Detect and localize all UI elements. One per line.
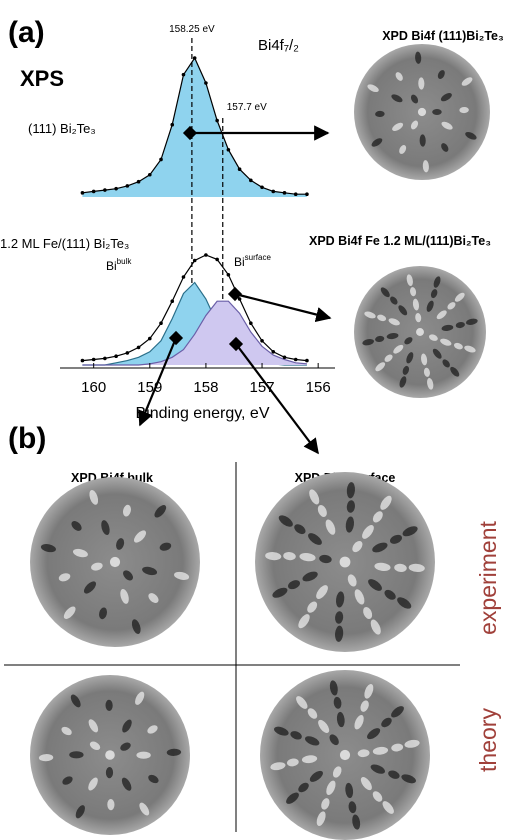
data-point (204, 253, 208, 257)
technique-label: XPS (20, 66, 64, 91)
pattern-center (340, 750, 350, 760)
data-point (238, 167, 242, 171)
x-tick-label: 158 (193, 379, 218, 396)
pattern-center (340, 557, 351, 568)
peak-area (82, 58, 307, 197)
pattern-spot (432, 109, 442, 115)
component-label: Bibulk (106, 257, 132, 273)
data-point (92, 190, 96, 194)
data-point (81, 359, 85, 363)
pattern-center (105, 750, 115, 760)
data-point (215, 119, 219, 123)
panel-label: (a) (8, 16, 45, 49)
xpd-pattern (30, 477, 200, 647)
data-point (170, 123, 174, 127)
xpd-patterns (30, 44, 490, 840)
xpd-pattern (30, 675, 190, 835)
data-point (114, 187, 118, 191)
data-point (305, 359, 309, 363)
label-sup: surface (245, 253, 272, 262)
data-point (271, 350, 275, 354)
x-axis-label: Binding energy, eV (135, 405, 269, 422)
data-point (249, 179, 253, 183)
data-point (294, 192, 298, 196)
data-point (159, 321, 163, 325)
series-label: 1.2 ML Fe/(111) Bi₂Te₃ (0, 236, 129, 251)
xpd-pattern (354, 266, 486, 398)
data-point (238, 297, 242, 301)
label-base: Bi (234, 255, 245, 269)
pattern-center (416, 328, 424, 336)
data-point (137, 180, 141, 184)
data-point (148, 173, 152, 177)
row-title: theory (475, 708, 501, 772)
data-point (283, 191, 287, 195)
data-point (182, 275, 186, 279)
data-point (81, 191, 85, 195)
data-point (193, 259, 197, 263)
image-title: XPD Bi4f Fe 1.2 ML/(111)Bi₂Te₃ (309, 234, 491, 248)
data-point (204, 81, 208, 85)
marker-label: 158.25 eV (169, 24, 215, 35)
data-point (148, 337, 152, 341)
data-point (305, 192, 309, 196)
panel-label: (b) (8, 422, 46, 455)
data-point (193, 56, 197, 60)
data-point (294, 358, 298, 362)
x-tick-label: 157 (250, 379, 275, 396)
data-point (271, 190, 275, 194)
data-point (103, 357, 107, 361)
arrow (235, 294, 330, 318)
data-point (170, 299, 174, 303)
data-point (92, 358, 96, 362)
data-point (126, 351, 130, 355)
data-point (103, 188, 107, 192)
xpd-pattern (255, 472, 435, 652)
x-tick-label: 160 (81, 379, 106, 396)
data-point (215, 258, 219, 262)
data-point (227, 273, 231, 277)
data-point (227, 148, 231, 152)
marker-label: 157.7 eV (227, 102, 267, 113)
data-point (159, 158, 163, 162)
peak-title: Bi4f₇/₂ (258, 37, 299, 54)
series-label: (111) Bi₂Te₃ (28, 121, 96, 136)
xpd-pattern (260, 670, 430, 840)
data-point (137, 346, 141, 350)
data-point (283, 356, 287, 360)
x-tick-label: 156 (306, 379, 331, 396)
data-point (249, 321, 253, 325)
data-point (114, 354, 118, 358)
data-point (260, 339, 264, 343)
pattern-center (110, 557, 120, 567)
label-sup: bulk (117, 257, 133, 266)
data-point (260, 185, 264, 189)
figure: (a) XPS XPD Bi4f (111)Bi₂Te₃ XPD Bi4f Fe… (0, 0, 521, 840)
data-point (182, 73, 186, 77)
data-point (126, 184, 130, 188)
label-base: Bi (106, 259, 117, 273)
image-title: XPD Bi4f (111)Bi₂Te₃ (382, 29, 504, 43)
pattern-center (418, 108, 426, 116)
component-label: Bisurface (234, 253, 271, 269)
row-title: experiment (475, 521, 501, 635)
xpd-pattern (354, 44, 490, 180)
